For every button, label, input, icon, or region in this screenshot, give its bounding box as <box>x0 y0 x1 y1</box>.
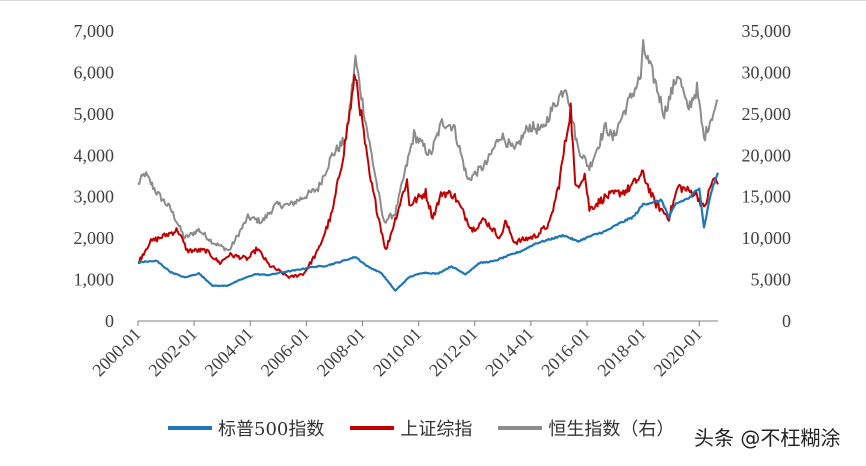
y-left-tick-label: 7,000 <box>74 21 115 41</box>
y-left-tick-label: 0 <box>105 311 114 331</box>
y-left-tick-label: 6,000 <box>74 62 115 82</box>
legend-item-hangseng: 恒生指数（右） <box>498 415 674 441</box>
y-left-tick-label: 4,000 <box>74 145 115 165</box>
watermark: 头条 @不枉糊涂 <box>694 426 841 450</box>
y-left-tick-label: 1,000 <box>74 270 115 290</box>
x-tick-label: 2016-01 <box>537 324 594 381</box>
y-right-tick-label: 0 <box>782 311 791 331</box>
top-border <box>0 0 866 1</box>
y-right-tick-label: 35,000 <box>742 21 792 41</box>
series-layer <box>137 39 720 292</box>
legend-label-hangseng: 恒生指数（右） <box>548 419 675 440</box>
y-right-tick-label: 15,000 <box>742 187 792 207</box>
legend-label-shanghai: 上证综指 <box>400 419 473 440</box>
x-tick-label: 2018-01 <box>593 324 650 381</box>
y-right-tick-label: 30,000 <box>742 62 792 82</box>
series-line-hangseng <box>137 39 719 252</box>
x-tick-label: 2014-01 <box>481 324 538 381</box>
x-tick-label: 2004-01 <box>201 324 258 381</box>
y-right-tick-label: 25,000 <box>742 104 792 124</box>
x-tick-label: 2010-01 <box>369 324 426 381</box>
x-tick-label: 2002-01 <box>144 324 201 381</box>
series-line-shanghai <box>137 73 719 279</box>
y-left-tick-label: 5,000 <box>74 104 115 124</box>
legend-item-shanghai: 上证综指 <box>350 415 472 441</box>
y-right-tick-label: 10,000 <box>742 228 792 248</box>
legend-swatch-hangseng <box>498 426 543 430</box>
y-right-tick-label: 5,000 <box>751 270 792 290</box>
x-tick-label: 2000-01 <box>88 324 145 381</box>
y-right-tick-label: 20,000 <box>742 145 792 165</box>
legend-item-sp500: 标普500指数 <box>168 415 324 441</box>
y-left-tick-label: 3,000 <box>74 187 115 207</box>
legend: 标普500指数 上证综指 恒生指数（右） <box>168 413 700 443</box>
x-tick-label: 2020-01 <box>650 324 707 381</box>
legend-label-sp500: 标普500指数 <box>218 419 325 440</box>
chart-canvas: 0 1,000 2,000 3,000 4,000 5,000 6,000 7,000 0 5,0… <box>74 21 792 381</box>
y-left-tick-label: 2,000 <box>74 228 115 248</box>
series-line-sp500 <box>138 172 720 292</box>
x-tick-label: 2006-01 <box>257 324 314 381</box>
x-tick-label: 2012-01 <box>425 324 482 381</box>
x-tick-label: 2008-01 <box>313 324 370 381</box>
legend-swatch-sp500 <box>168 426 212 430</box>
legend-swatch-shanghai <box>350 426 395 430</box>
